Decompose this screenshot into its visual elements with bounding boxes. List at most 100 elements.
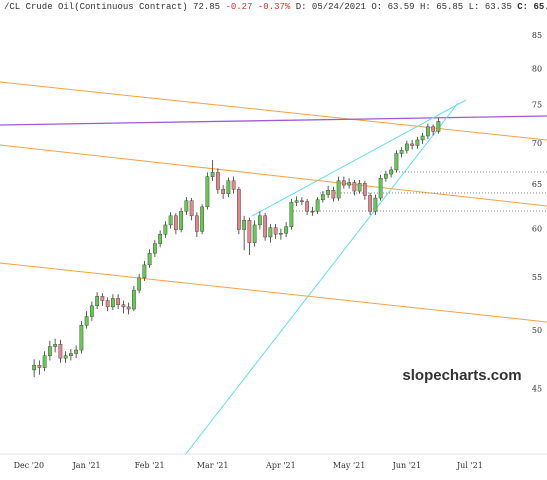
candle-body	[163, 224, 168, 235]
candle-body	[194, 215, 199, 232]
trend-line	[251, 99, 467, 217]
trend-line	[0, 115, 547, 126]
candle-body	[410, 143, 415, 146]
candle-body	[326, 190, 331, 195]
x-tick-label: Dec '20	[14, 461, 45, 470]
candle-body	[273, 227, 278, 235]
y-tick-label: 60	[532, 225, 542, 234]
candle-body	[84, 316, 89, 326]
candle-body	[100, 296, 105, 301]
field-value: 65.85	[436, 2, 464, 12]
candle-body	[231, 180, 236, 190]
trend-line	[0, 81, 547, 141]
candle-body	[425, 126, 430, 137]
candle-body	[210, 172, 215, 177]
candle-body	[179, 211, 184, 230]
y-tick-label: 85	[532, 31, 542, 40]
field-value: 63.59	[387, 2, 415, 12]
candle-body	[268, 227, 273, 238]
fields: D: 05/24/2021 O: 63.59 H: 65.85 L: 63.35…	[296, 2, 547, 12]
field-label: C:	[517, 2, 529, 12]
candle-body	[431, 126, 436, 132]
y-tick-label: 50	[532, 326, 542, 335]
trend-line	[184, 102, 459, 456]
candle-body	[299, 200, 304, 202]
field-label: D:	[295, 2, 307, 12]
x-tick-label: May '21	[333, 461, 365, 470]
candle-body	[184, 200, 189, 212]
y-tick-label: 65	[532, 180, 542, 189]
candle-body	[147, 252, 152, 266]
candle-body	[404, 143, 409, 151]
drawings	[0, 81, 547, 456]
last-price: 72.85	[193, 2, 221, 12]
symbol: /CL Crude Oil(Continuous Contract)	[4, 2, 188, 12]
candle-body	[389, 169, 394, 175]
candle-body	[152, 243, 157, 254]
trend-line	[0, 144, 547, 207]
candle-body	[315, 199, 320, 212]
candle-body	[205, 176, 210, 208]
candle-body	[215, 172, 220, 190]
candle-body	[63, 355, 68, 359]
candle-body	[378, 178, 383, 199]
change-pct: -0.37%	[257, 2, 291, 12]
candle-body	[420, 135, 425, 141]
trend-line	[0, 262, 547, 323]
candle-body	[137, 277, 142, 291]
field-value: 63.35	[484, 2, 512, 12]
candle-body	[158, 233, 163, 244]
candle-body	[341, 180, 346, 186]
x-tick-label: Jun '21	[392, 461, 421, 470]
candle-body	[368, 195, 373, 212]
candle-body	[95, 296, 100, 307]
candle-body	[257, 215, 262, 226]
candle-body	[263, 215, 268, 238]
x-tick-label: Jul '21	[456, 461, 483, 470]
field-label: L:	[468, 2, 480, 12]
candle-body	[37, 364, 42, 368]
candle-body	[289, 202, 294, 227]
candle-body	[47, 346, 52, 357]
x-tick-label: Apr '21	[265, 461, 296, 470]
candle-body	[310, 211, 315, 213]
x-tick-label: Feb '21	[135, 461, 165, 470]
field-value: 05/24/2021	[311, 2, 366, 12]
candle-body	[247, 220, 252, 243]
watermark: slopecharts.com	[402, 367, 521, 384]
candle-body	[126, 306, 131, 310]
candle-body	[436, 121, 441, 132]
field-value: 65.76	[533, 2, 547, 12]
candle-body	[394, 153, 399, 171]
candle-body	[189, 200, 194, 217]
candle-body	[383, 173, 388, 179]
candle-body	[352, 182, 357, 192]
candle-body	[362, 183, 367, 196]
candle-body	[373, 197, 378, 212]
candle-body	[173, 215, 178, 230]
y-tick-label: 45	[532, 384, 542, 393]
x-tick-label: Mar '21	[197, 461, 229, 470]
candle-body	[168, 215, 173, 226]
candle-body	[236, 189, 241, 230]
candle-body	[142, 264, 147, 279]
candle-body	[68, 353, 73, 357]
field-label: H:	[419, 2, 431, 12]
candle-body	[242, 220, 247, 230]
candle-body	[284, 226, 289, 234]
candle-body	[79, 325, 84, 351]
candle-body	[336, 180, 341, 199]
candle-body	[131, 289, 136, 310]
y-tick-label: 75	[532, 101, 542, 110]
candle-body	[89, 305, 94, 317]
candle-body	[121, 304, 126, 308]
candle-body	[226, 180, 231, 194]
candle-body	[74, 349, 79, 354]
candle-body	[305, 201, 310, 212]
y-tick-label: 80	[532, 65, 542, 74]
candle-body	[252, 224, 257, 243]
candle-body	[58, 344, 63, 359]
candle-body	[42, 355, 47, 368]
